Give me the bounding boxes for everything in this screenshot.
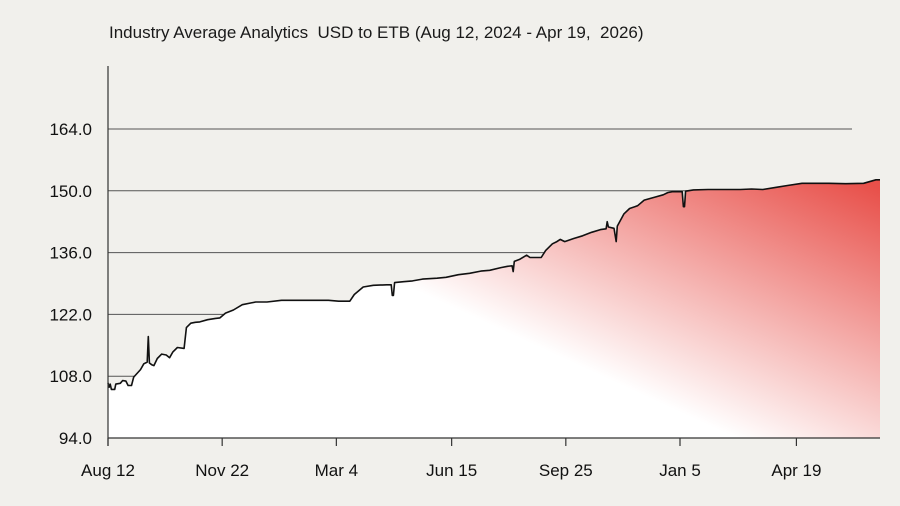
y-tick-label: 108.0: [49, 367, 92, 386]
area-fill: [108, 179, 880, 439]
x-axis-ticks: Aug 12 Nov 22 Mar 4 Jun 15 Sep 25 Jan 5 Apr 19: [81, 438, 821, 480]
x-tick-label: Nov 22: [195, 461, 249, 480]
y-axis-ticks: 94.0 108.0 122.0 136.0 150.0 164.0: [49, 120, 92, 448]
x-tick-label: Aug 12: [81, 461, 135, 480]
x-tick-label: Jun 15: [426, 461, 477, 480]
x-tick-label: Jan 5: [659, 461, 701, 480]
y-tick-label: 136.0: [49, 244, 92, 263]
x-tick-label: Mar 4: [315, 461, 358, 480]
series-line: [107, 179, 880, 391]
y-tick-label: 94.0: [59, 429, 92, 448]
axes: [107, 66, 880, 446]
y-tick-label: 122.0: [49, 305, 92, 324]
x-tick-label: Apr 19: [771, 461, 821, 480]
y-tick-label: 150.0: [49, 182, 92, 201]
x-tick-label: Sep 25: [539, 461, 593, 480]
chart-title: Industry Average Analytics USD to ETB (A…: [109, 23, 644, 42]
y-tick-label: 164.0: [49, 120, 92, 139]
